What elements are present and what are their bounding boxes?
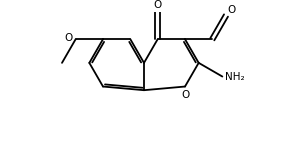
- Text: O: O: [65, 33, 73, 43]
- Text: O: O: [181, 90, 189, 100]
- Text: NH₂: NH₂: [225, 72, 245, 82]
- Text: O: O: [154, 0, 162, 10]
- Text: O: O: [227, 5, 236, 15]
